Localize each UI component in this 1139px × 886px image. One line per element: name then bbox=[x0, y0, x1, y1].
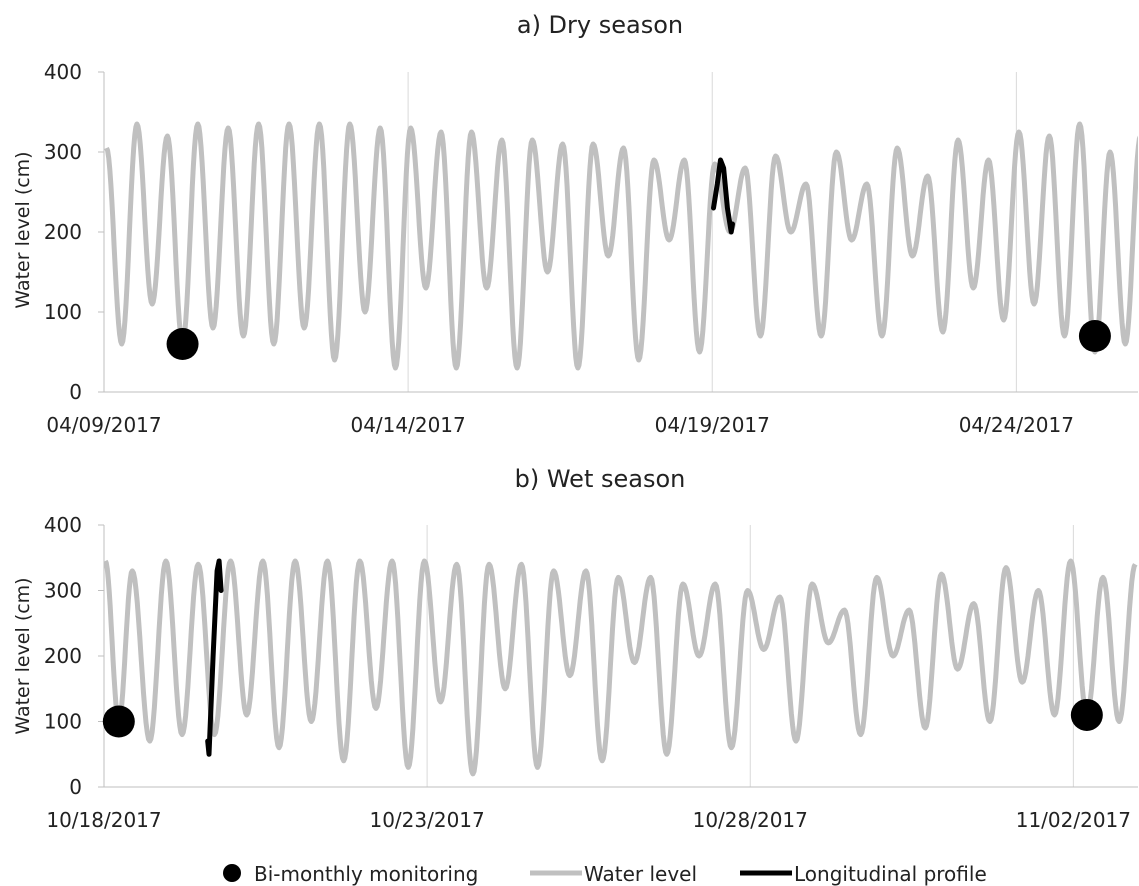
water-level-line bbox=[104, 121, 1138, 371]
y-tick-label: 100 bbox=[44, 300, 82, 324]
x-tick-label: 10/23/2017 bbox=[369, 808, 484, 832]
longitudinal-profile-line bbox=[205, 558, 224, 757]
x-tick-labels: 04/09/2017 04/14/2017 04/19/2017 04/24/2017 bbox=[46, 413, 1074, 437]
x-tick-label: 10/28/2017 bbox=[693, 808, 808, 832]
water-level-line bbox=[104, 558, 1138, 777]
y-tick-label: 0 bbox=[69, 775, 82, 799]
axes bbox=[98, 524, 1138, 788]
y-tick-label: 200 bbox=[44, 644, 82, 668]
y-tick-label: 400 bbox=[44, 513, 82, 537]
y-tick-labels: 0 100 200 300 400 bbox=[44, 513, 82, 799]
y-tick-label: 0 bbox=[69, 380, 82, 404]
y-tick-label: 300 bbox=[44, 140, 82, 164]
y-axis-label: Water level (cm) bbox=[12, 151, 34, 308]
panel-title: b) Wet season bbox=[515, 465, 686, 493]
legend-label-profile: Longitudinal profile bbox=[794, 862, 987, 886]
x-tick-label: 04/09/2017 bbox=[46, 413, 161, 437]
x-tick-labels: 10/18/2017 10/23/2017 10/28/2017 11/02/2017 bbox=[46, 808, 1131, 832]
monitoring-point bbox=[1078, 320, 1111, 352]
legend-monitoring-marker bbox=[223, 864, 241, 882]
panel-dry-season: a) Dry season Water level (cm) 0 100 200 30… bbox=[12, 11, 1138, 437]
monitoring-point bbox=[102, 705, 135, 738]
x-tick-label: 04/19/2017 bbox=[655, 413, 770, 437]
x-tick-label: 11/02/2017 bbox=[1016, 808, 1131, 832]
panel-title: a) Dry season bbox=[517, 11, 683, 39]
series bbox=[102, 558, 1138, 777]
y-tick-label: 200 bbox=[44, 220, 82, 244]
x-tick-label: 04/14/2017 bbox=[350, 413, 465, 437]
x-tick-label: 10/18/2017 bbox=[46, 808, 161, 832]
axes bbox=[98, 71, 1138, 393]
y-tick-label: 300 bbox=[44, 579, 82, 603]
panel-wet-season: b) Wet season Water level (cm) 0 100 200 30… bbox=[12, 465, 1138, 832]
gridlines bbox=[407, 72, 1017, 392]
monitoring-point bbox=[1070, 698, 1103, 731]
x-tick-label: 04/24/2017 bbox=[959, 413, 1074, 437]
legend-label-monitoring: Bi-monthly monitoring bbox=[254, 862, 478, 886]
y-tick-labels: 0 100 200 300 400 bbox=[44, 60, 82, 404]
y-axis-label: Water level (cm) bbox=[12, 577, 34, 734]
legend: Bi-monthly monitoring Water level Longit… bbox=[223, 862, 987, 886]
legend-label-water-level: Water level bbox=[584, 862, 697, 886]
y-tick-label: 400 bbox=[44, 60, 82, 84]
monitoring-point bbox=[166, 328, 199, 360]
y-tick-label: 100 bbox=[44, 710, 82, 734]
longitudinal-profile-line bbox=[711, 157, 735, 235]
series bbox=[104, 121, 1138, 371]
